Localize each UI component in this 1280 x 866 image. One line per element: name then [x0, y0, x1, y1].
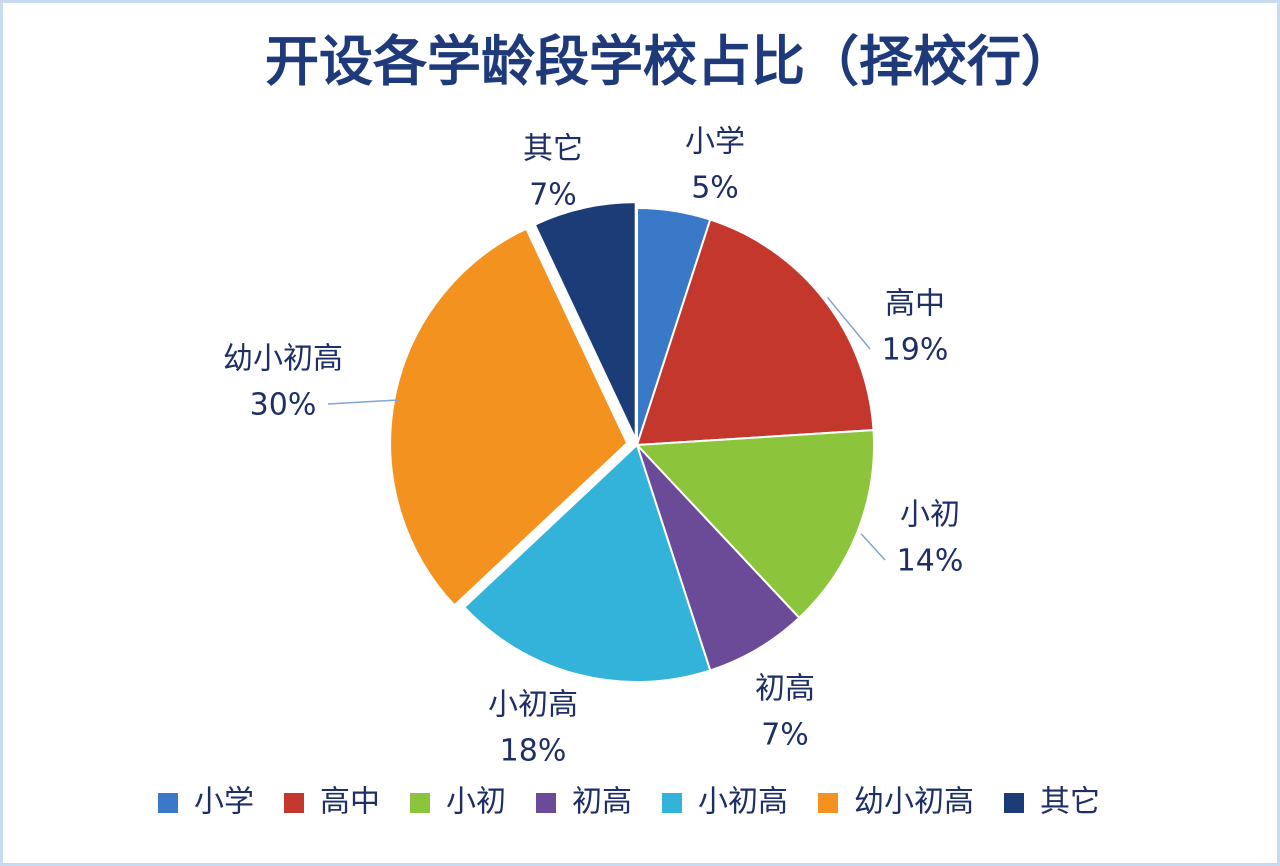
slice-value: 7%	[761, 718, 809, 753]
legend-swatch	[818, 793, 838, 813]
slice-label: 其它	[523, 132, 583, 167]
leader-line	[327, 399, 401, 405]
slice-value: 7%	[529, 178, 577, 213]
slice-label: 小学	[685, 125, 745, 160]
legend-label: 高中	[320, 785, 380, 820]
slice-value: 18%	[500, 734, 567, 769]
leader-line	[826, 296, 871, 350]
legend-swatch	[536, 793, 556, 813]
pie-slice	[462, 443, 712, 683]
slice-value: 30%	[250, 388, 317, 423]
slice-label: 初高	[755, 672, 815, 707]
pie-slice	[635, 218, 875, 447]
slice-value: 19%	[882, 333, 949, 368]
slice-label: 小初高	[488, 688, 578, 723]
chart-title: 开设各学龄段学校占比（择校行）	[265, 29, 1075, 93]
legend-label: 初高	[572, 785, 632, 820]
slice-value: 14%	[897, 544, 964, 579]
legend-swatch	[410, 793, 430, 813]
legend-swatch	[284, 793, 304, 813]
pie-slice	[634, 429, 875, 620]
legend-swatch	[158, 793, 178, 813]
slice-label: 小初	[900, 498, 960, 533]
legend-swatch	[662, 793, 682, 813]
pie-slice	[533, 201, 637, 440]
legend-label: 小初高	[698, 785, 788, 820]
legend-label: 其它	[1040, 785, 1100, 820]
leader-line	[860, 533, 886, 561]
slice-label: 幼小初高	[223, 342, 343, 377]
slice-value: 5%	[691, 171, 739, 206]
slice-label: 高中	[885, 287, 945, 322]
legend-swatch	[1004, 793, 1024, 813]
pie-slice	[636, 444, 801, 672]
legend-label: 小学	[194, 785, 254, 820]
legend-label: 小初	[446, 785, 506, 820]
legend-label: 幼小初高	[854, 785, 974, 820]
pie-slice	[389, 227, 629, 607]
